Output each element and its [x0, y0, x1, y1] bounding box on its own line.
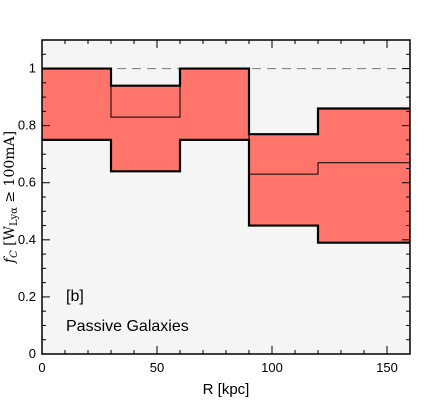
measured-value-line	[42, 68, 410, 175]
y-tick-label-3: 0.6	[18, 175, 36, 190]
y-axis-label-open: [W	[2, 225, 18, 250]
band-bin-0	[42, 68, 111, 140]
y-axis-label-rest: ≥ 100mA]	[2, 131, 18, 207]
y-axis-label-c: C	[9, 250, 20, 258]
panel-title: Passive Galaxies	[66, 318, 189, 335]
x-tick-label-100: 100	[261, 360, 283, 375]
axis-ticks	[41, 39, 411, 355]
band-bin-2	[180, 68, 249, 140]
y-tick-label-1: 0.2	[18, 289, 36, 304]
band-bin-1	[111, 85, 180, 172]
x-axis-label: R [kpc]	[203, 381, 250, 398]
y-axis-label: fC [WLyα ≥ 100mA]	[2, 131, 20, 264]
panel-tag: [b]	[66, 288, 84, 305]
x-tick-label-0: 0	[38, 360, 45, 375]
confidence-bands	[42, 68, 410, 243]
y-tick-label-0: 0	[29, 346, 36, 361]
y-tick-label-4: 0.8	[18, 118, 36, 133]
bound-lines	[42, 67, 410, 244]
band-bin-3	[249, 134, 318, 226]
x-tick-label-50: 50	[150, 360, 164, 375]
x-tick-label-150: 150	[376, 360, 398, 375]
y-axis-label-f: f	[2, 255, 18, 264]
tick-labels: 0 50 100 150 0 0.2 0.4 0.6 0.8 1	[18, 61, 398, 375]
y-tick-label-2: 0.4	[18, 232, 36, 247]
y-axis-label-sub: Lyα	[9, 207, 20, 226]
lower-bound-line	[42, 138, 410, 244]
y-tick-label-5: 1	[29, 61, 36, 76]
band-bin-4	[318, 108, 410, 243]
